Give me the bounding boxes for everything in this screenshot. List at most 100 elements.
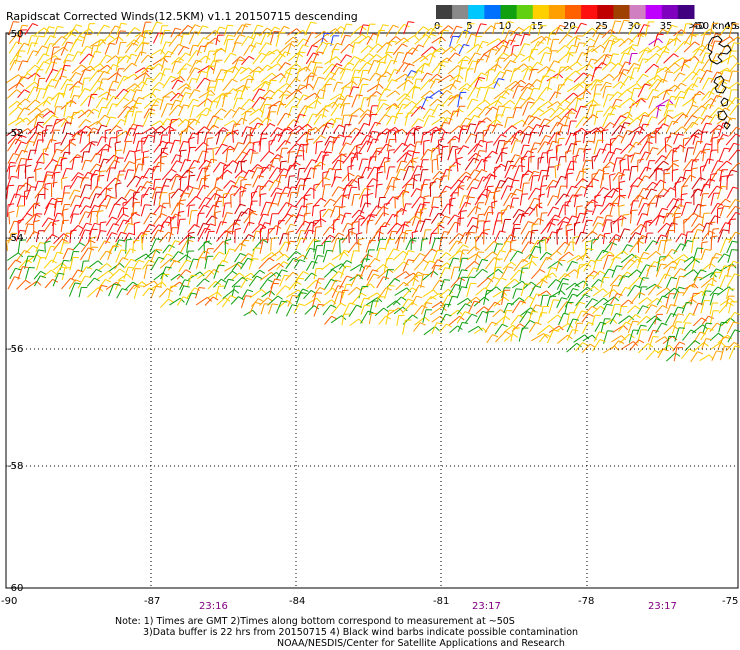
wind-barb [197,222,210,236]
wind-barb [98,158,110,172]
wind-barb [556,44,571,54]
wind-barb [727,50,737,65]
wind-barb [437,215,451,227]
wind-barb [449,74,464,82]
wind-barb [159,25,169,38]
wind-barb [241,183,252,197]
wind-barb [195,70,207,83]
wind-barb [617,89,633,99]
wind-barb [511,227,521,242]
wind-barb [368,113,378,126]
wind-barb [628,33,644,45]
wind-barb [135,175,148,188]
wind-barb [277,128,291,143]
wind-barb [25,99,41,110]
wind-barb [365,258,381,270]
wind-barb [153,204,166,215]
wind-barb [402,319,412,335]
wind-barb [295,94,310,108]
wind-barb [221,295,237,308]
wind-barb [474,132,484,144]
wind-barb [572,301,586,314]
wind-barb [80,141,96,153]
wind-barb [575,105,587,119]
wind-barb [675,275,686,289]
wind-barb [42,147,50,164]
wind-barb [522,115,535,128]
wind-barb [449,79,462,91]
wind-barb [34,186,49,199]
wind-barb [267,79,277,92]
wind-barb [710,228,720,243]
wind-barb [475,158,488,170]
wind-barb [341,212,352,225]
wind-barb [213,108,227,118]
wind-barb [422,309,433,323]
wind-barb [672,313,685,326]
wind-barb [484,240,500,252]
wind-barb [366,83,384,93]
wind-barb [223,270,238,280]
wind-barb [296,230,307,242]
wind-barb [500,208,508,224]
wind-barb [26,176,34,191]
wind-barb [89,210,98,224]
wind-barb [368,312,378,324]
wind-barb [323,71,337,81]
wind-barb [187,174,196,191]
wind-barb [692,61,705,73]
wind-barb [160,253,173,264]
wind-barb [70,86,81,99]
wind-barb [662,89,673,101]
wind-barb [70,195,82,208]
wind-barb [221,145,236,155]
wind-barb [311,292,323,308]
wind-barb [709,268,722,278]
wind-barb [177,218,186,235]
wind-barb [513,63,529,73]
wind-barb [549,38,560,53]
wind-barb [521,133,532,144]
wind-barb [582,140,594,153]
wind-barb [115,56,126,72]
wind-barb [215,130,227,145]
wind-barb [340,23,353,38]
wind-barb [311,204,320,217]
wind-barb [197,25,209,36]
wind-barb [401,221,411,233]
wind-barb [242,111,252,125]
wind-barb [60,78,73,90]
wind-barb [709,332,724,341]
wind-barb [131,268,142,281]
wind-barb [710,202,724,215]
wind-barb [576,286,593,298]
wind-barb [637,158,644,172]
wind-barb [684,83,699,93]
wind-barb [671,321,683,335]
wind-barb [62,208,69,225]
wind-barb [376,247,386,260]
wind-barb [581,248,594,261]
wind-barb [612,215,627,225]
wind-barb [458,83,472,91]
wind-barb [431,36,446,44]
wind-barb [701,97,717,108]
wind-barb [266,111,277,126]
wind-barb [629,200,640,215]
wind-barb [34,100,52,110]
wind-barb [241,126,253,138]
wind-barb [447,52,461,62]
wind-barb [627,269,642,278]
wind-barb [383,202,391,217]
wind-barb [366,269,379,281]
wind-barb [627,154,634,171]
wind-barb [537,156,545,170]
wind-barb [349,318,364,327]
wind-barb [683,33,697,45]
wind-barb [8,165,16,180]
wind-barb [79,177,90,189]
wind-barb [600,73,615,82]
wind-barb [509,154,521,164]
wind-barb [276,103,287,116]
legend-tick-label: 45 [724,21,737,32]
